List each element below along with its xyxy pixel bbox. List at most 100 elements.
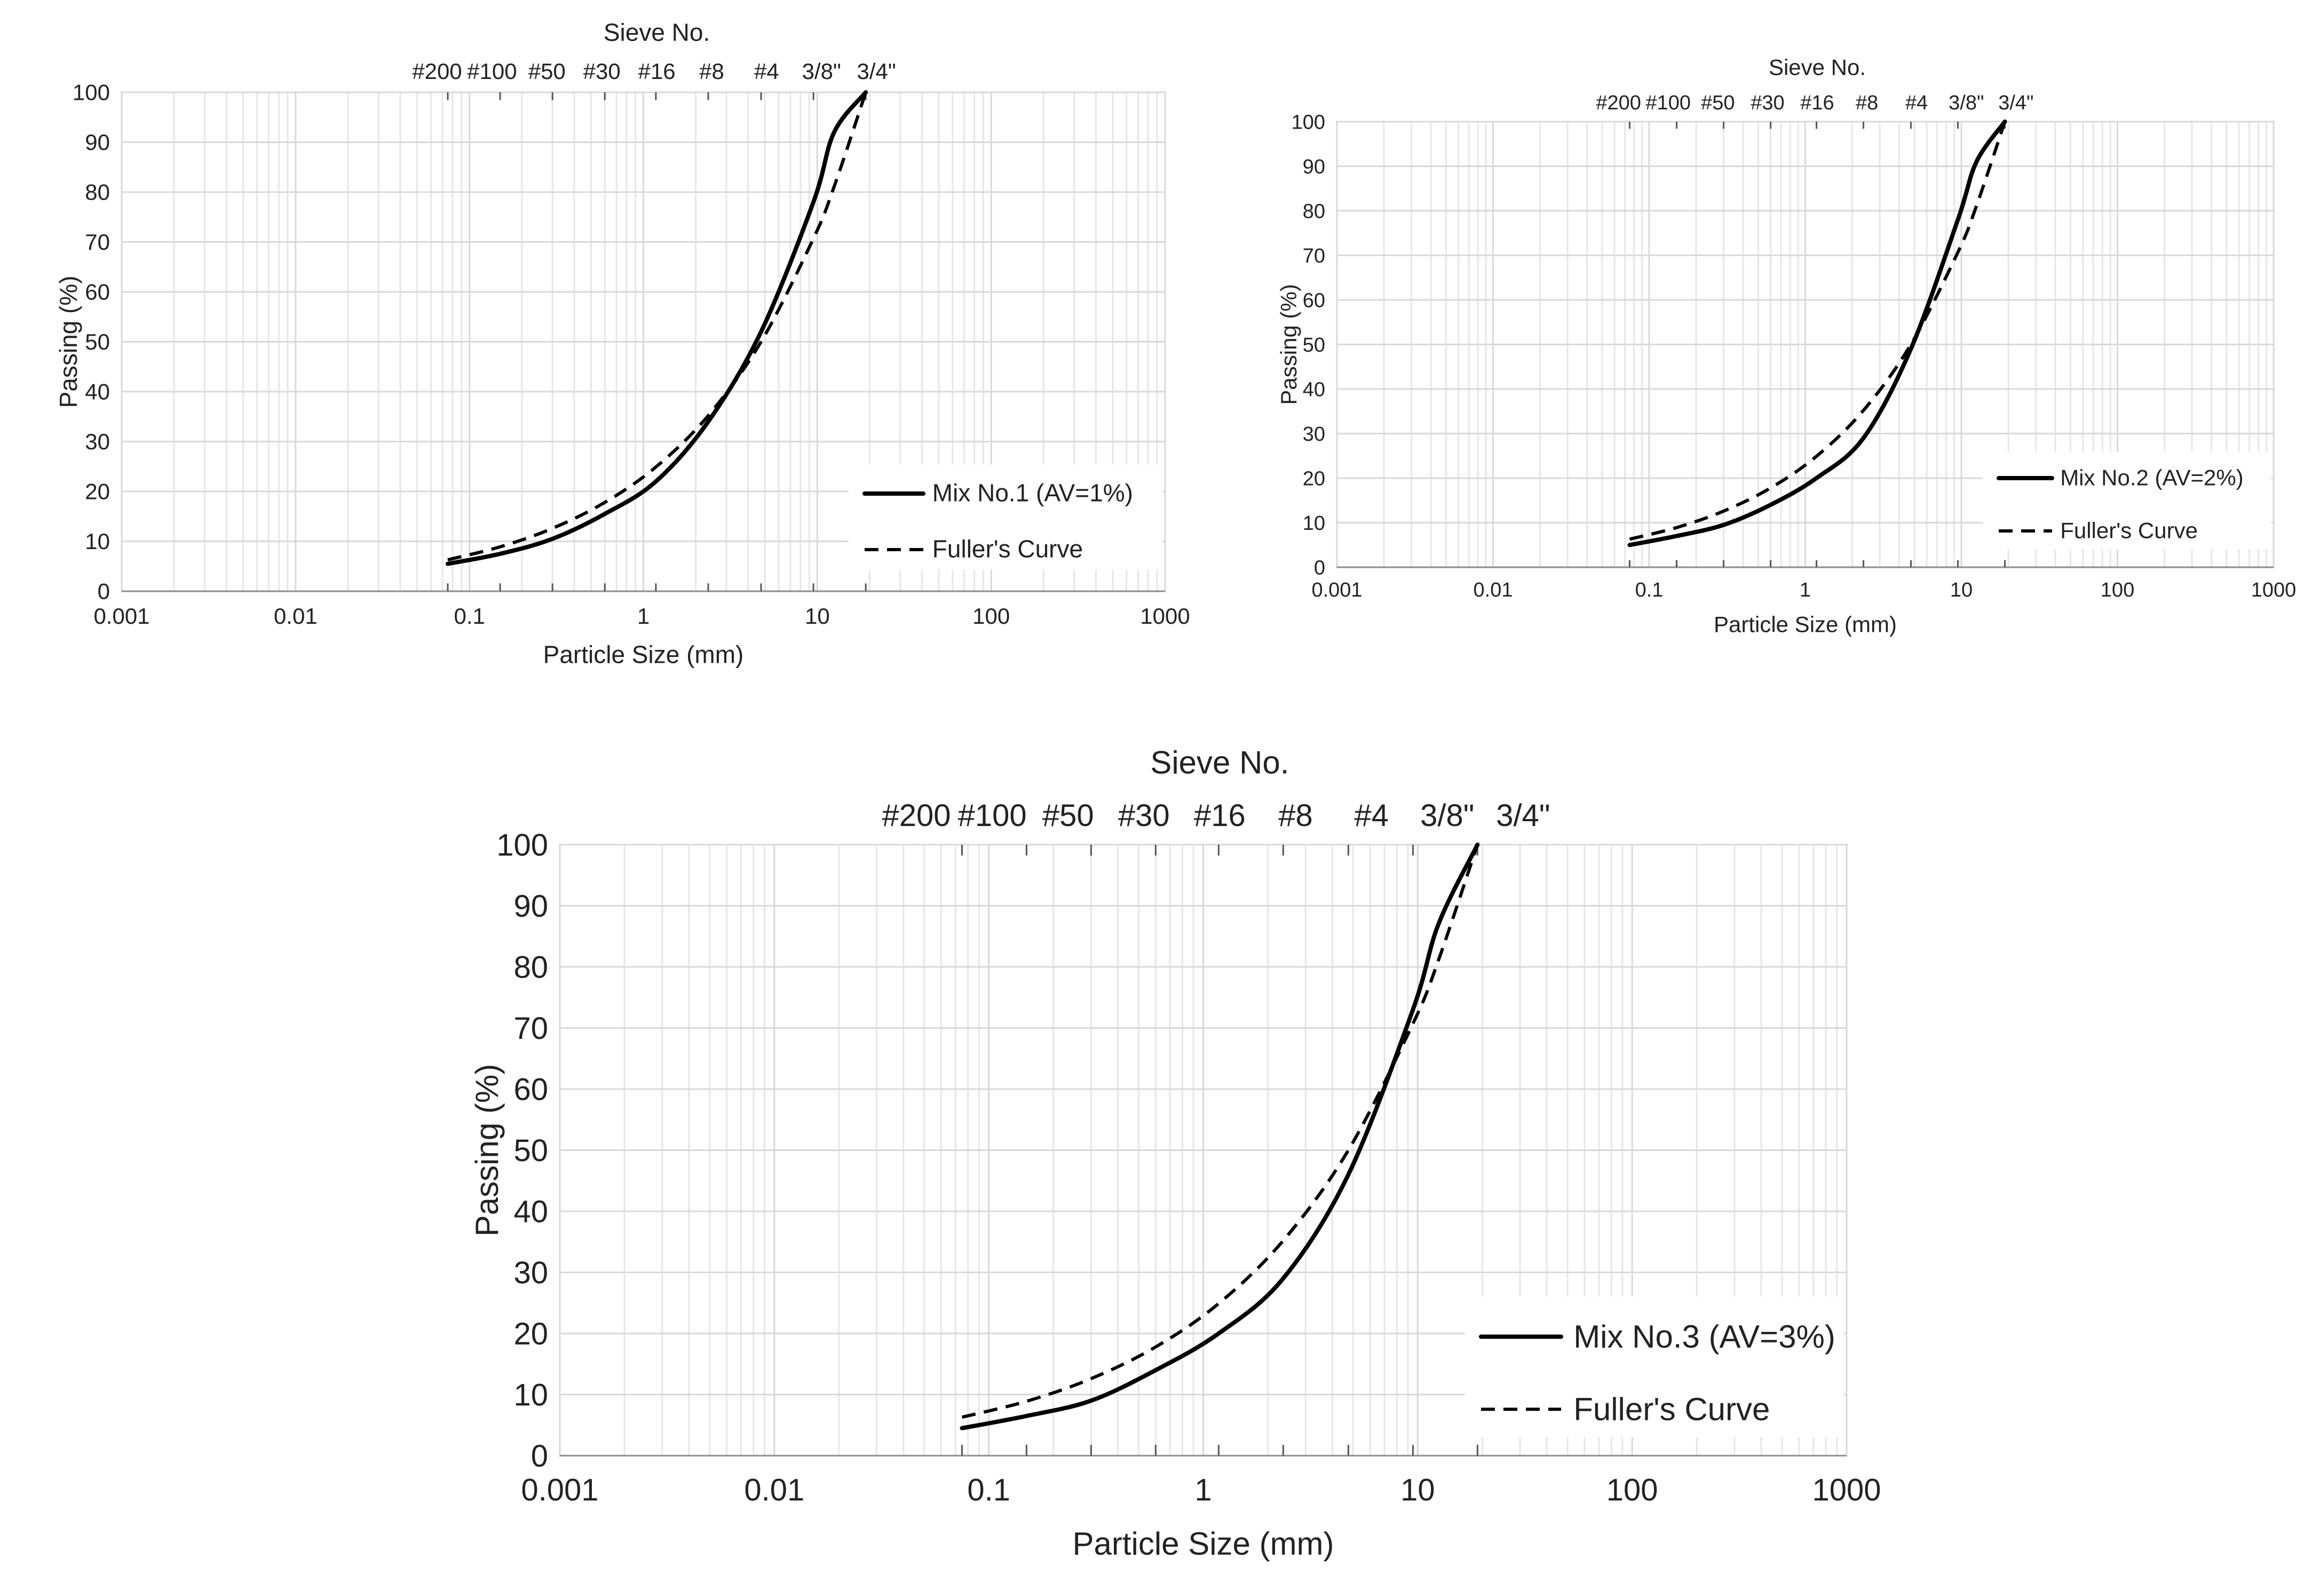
sieve-label: 3/4" — [1998, 92, 2033, 114]
x-tick-label: 0.01 — [1474, 579, 1513, 601]
y-tick-label: 0 — [531, 1439, 548, 1473]
x-tick-label: 1000 — [2251, 579, 2297, 601]
series-line-mix — [960, 843, 1480, 1431]
series-line-fuller-curve — [961, 844, 1479, 1419]
y-tick-label: 60 — [1303, 289, 1325, 312]
y-tick-label: 60 — [85, 280, 110, 305]
legend-label: Fuller's Curve — [1573, 1391, 1770, 1427]
legend-background — [849, 464, 1162, 570]
x-tick-label: 1 — [637, 604, 650, 629]
sieve-label: #50 — [1042, 798, 1094, 833]
x-tick-label: 100 — [1606, 1473, 1658, 1507]
sieve-label: 3/8" — [1949, 92, 1984, 114]
x-tick-label: 10 — [805, 604, 830, 629]
chart-mix-3: 0 10 20 30 40 50 60 70 80 90 100 0.001 0.01 0.1 1 10 100… — [469, 745, 1881, 1562]
sieve-label: 3/4" — [857, 59, 896, 84]
legend-label: Mix No.3 (AV=3%) — [1573, 1319, 1835, 1354]
x-tick-label: 0.1 — [454, 604, 485, 629]
y-tick-label: 40 — [513, 1194, 548, 1229]
y-tick-label: 80 — [85, 180, 110, 205]
y-tick-label: 100 — [73, 80, 110, 105]
sieve-label: #4 — [754, 59, 779, 84]
y-tick-label: 90 — [1303, 156, 1325, 178]
sieve-label: #8 — [699, 59, 724, 84]
sieve-label: 3/8" — [1420, 798, 1474, 833]
chart-mix-1: 0 10 20 30 40 50 60 70 80 90 100 0.001 0.01 0.1 1 10 100… — [54, 18, 1190, 668]
y-tick-label: 20 — [513, 1316, 548, 1351]
legend-label: Fuller's Curve — [2060, 518, 2198, 543]
sieve-label: #50 — [528, 59, 566, 84]
x-tick-label: 0.001 — [521, 1473, 598, 1507]
x-tick-label: 0.1 — [1635, 579, 1664, 601]
sieve-label: #200 — [412, 59, 462, 84]
y-tick-label: 40 — [1303, 378, 1325, 401]
y-tick-label: 100 — [1292, 111, 1325, 133]
sieve-label: 3/4" — [1496, 798, 1550, 833]
x-tick-label: 0.1 — [967, 1473, 1010, 1507]
y-axis-title: Passing (%) — [54, 276, 82, 408]
sieve-label: 3/8" — [802, 59, 841, 84]
sieve-label: #100 — [958, 798, 1027, 833]
sieve-label: #100 — [467, 59, 517, 84]
sieve-label: #8 — [1278, 798, 1313, 833]
legend-background — [1465, 1296, 1844, 1438]
sieve-label: #16 — [1194, 798, 1246, 833]
sieve-label: #200 — [1596, 92, 1641, 114]
sieve-label: #30 — [1118, 798, 1170, 833]
y-tick-label: 100 — [496, 828, 548, 862]
sieve-label: #50 — [1701, 92, 1735, 114]
y-tick-label: 60 — [513, 1072, 548, 1107]
sieve-label: #30 — [1751, 92, 1784, 114]
y-tick-label: 10 — [1303, 512, 1325, 535]
y-tick-label: 10 — [513, 1378, 548, 1412]
x-tick-label: 10 — [1950, 579, 1973, 601]
legend-label: Mix No.1 (AV=1%) — [932, 479, 1133, 507]
sieve-label: #4 — [1905, 92, 1928, 114]
y-tick-label: 80 — [1303, 200, 1325, 223]
sieve-label: #8 — [1856, 92, 1878, 114]
legend-label: Fuller's Curve — [932, 535, 1083, 563]
x-tick-label: 100 — [2101, 579, 2134, 601]
y-tick-label: 30 — [85, 429, 110, 454]
series-line-mix — [446, 90, 868, 566]
top-axis-title: Sieve No. — [1150, 745, 1289, 781]
y-tick-label: 90 — [85, 130, 110, 155]
top-axis-title: Sieve No. — [604, 18, 710, 46]
y-tick-label: 50 — [1303, 334, 1325, 356]
chart-mix-2: 0 10 20 30 40 50 60 70 80 90 100 0.001 0.01 0.1 1 10 100… — [1276, 55, 2296, 637]
y-tick-label: 70 — [513, 1011, 548, 1046]
sieve-label: #16 — [638, 59, 676, 84]
y-tick-label: 0 — [98, 579, 110, 604]
sieve-label: #30 — [583, 59, 621, 84]
y-tick-label: 20 — [85, 479, 110, 504]
x-tick-label: 1000 — [1140, 604, 1190, 629]
y-tick-label: 70 — [1303, 245, 1325, 267]
sieve-label: #16 — [1800, 92, 1834, 114]
y-tick-label: 30 — [513, 1256, 548, 1290]
sieve-label: #200 — [882, 798, 951, 833]
y-tick-label: 80 — [513, 950, 548, 984]
legend-label: Mix No.2 (AV=2%) — [2060, 465, 2244, 490]
x-tick-label: 0.001 — [1311, 579, 1362, 601]
legend-background — [1983, 451, 2271, 550]
x-tick-label: 1000 — [1812, 1473, 1881, 1507]
x-tick-label: 0.01 — [274, 604, 318, 629]
y-tick-label: 90 — [513, 889, 548, 924]
y-axis-title: Passing (%) — [469, 1064, 505, 1236]
x-tick-label: 10 — [1400, 1473, 1435, 1507]
y-axis-title: Passing (%) — [1276, 284, 1301, 404]
y-tick-label: 30 — [1303, 423, 1325, 446]
x-axis-title: Particle Size (mm) — [1714, 612, 1897, 637]
y-tick-label: 10 — [85, 529, 110, 554]
x-tick-label: 0.01 — [744, 1473, 804, 1507]
top-axis-title: Sieve No. — [1769, 55, 1866, 80]
sieve-label: #4 — [1354, 798, 1389, 833]
y-tick-label: 0 — [1314, 557, 1325, 579]
x-tick-label: 1 — [1800, 579, 1811, 601]
x-tick-label: 0.001 — [93, 604, 149, 629]
x-tick-label: 1 — [1194, 1473, 1212, 1507]
x-tick-label: 100 — [972, 604, 1010, 629]
series-line-mix — [1627, 120, 2007, 547]
x-axis-title: Particle Size (mm) — [1072, 1526, 1334, 1562]
